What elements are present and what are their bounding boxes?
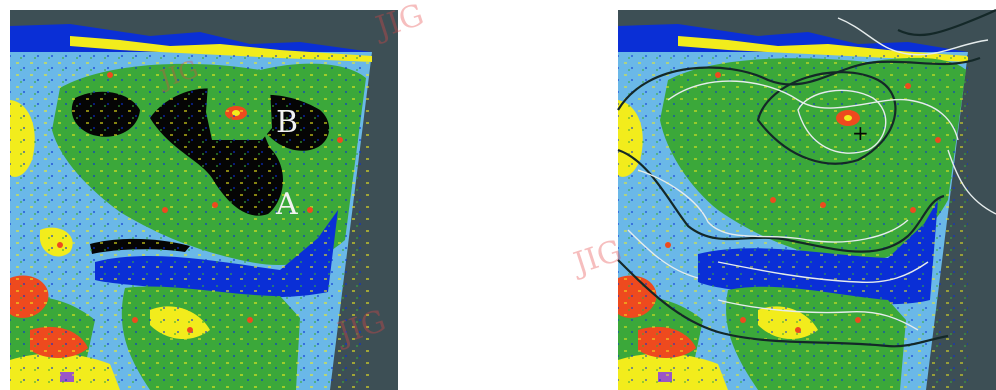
red-dots xyxy=(665,72,941,333)
right-map-svg: + xyxy=(617,9,996,390)
left-map-panel: B A xyxy=(0,0,400,390)
light-contours xyxy=(627,17,996,331)
speckle-overlay xyxy=(10,52,370,390)
speckle-overlay xyxy=(618,52,968,390)
dark-contours xyxy=(617,9,996,348)
red-dots xyxy=(57,72,343,333)
right-map-panel: + xyxy=(608,0,996,390)
label-a: A xyxy=(275,187,298,222)
label-b: B xyxy=(276,105,298,140)
marker-plus: + xyxy=(852,121,869,145)
left-map-svg: B A xyxy=(10,10,398,390)
